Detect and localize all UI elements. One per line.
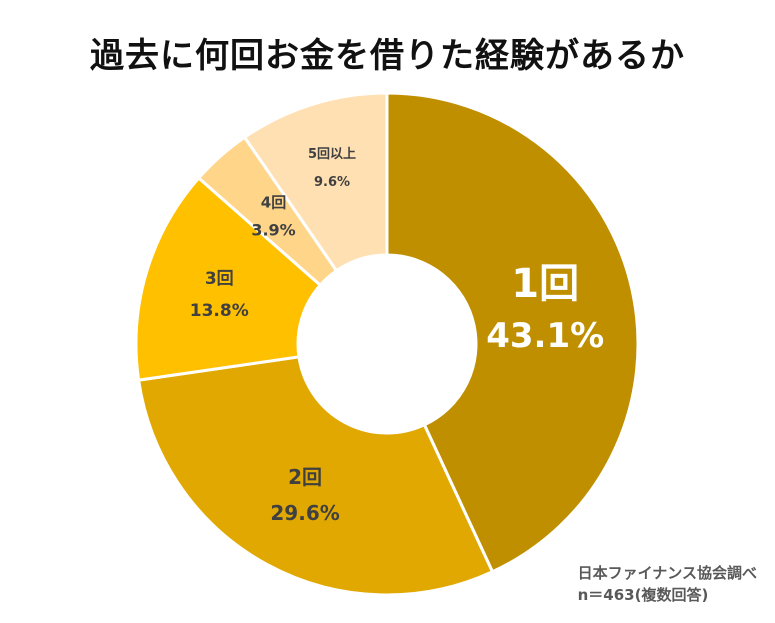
slice-category-label-3: 3回 <box>205 269 234 289</box>
source-note: 日本ファイナンス協会調べ n＝463(複数回答) <box>578 562 757 606</box>
slice-value-label-1: 43.1% <box>486 316 604 356</box>
slice-value-label-4: 3.9% <box>251 221 295 240</box>
slice-value-label-3: 13.8% <box>190 301 249 321</box>
slice-category-label-2: 2回 <box>288 465 322 489</box>
slice-value-label-2: 29.6% <box>270 501 339 525</box>
source-line-1: 日本ファイナンス協会調べ <box>577 564 757 582</box>
pie-slice-5 <box>242 91 389 273</box>
slice-category-label-5: 5回以上 <box>308 147 356 162</box>
pie-slice-3 <box>134 175 323 382</box>
slice-category-label-1: 1回 <box>511 261 579 307</box>
chart-title: 過去に何回お金を借りた経験があるか <box>90 36 685 76</box>
source-sample-size: n＝463(複数回答) <box>577 586 709 604</box>
slice-category-label-4: 4回 <box>261 193 286 211</box>
pie-slice-1 <box>385 91 640 574</box>
slice-value-label-5: 9.6% <box>314 175 350 190</box>
pie-slice-2 <box>136 355 495 597</box>
